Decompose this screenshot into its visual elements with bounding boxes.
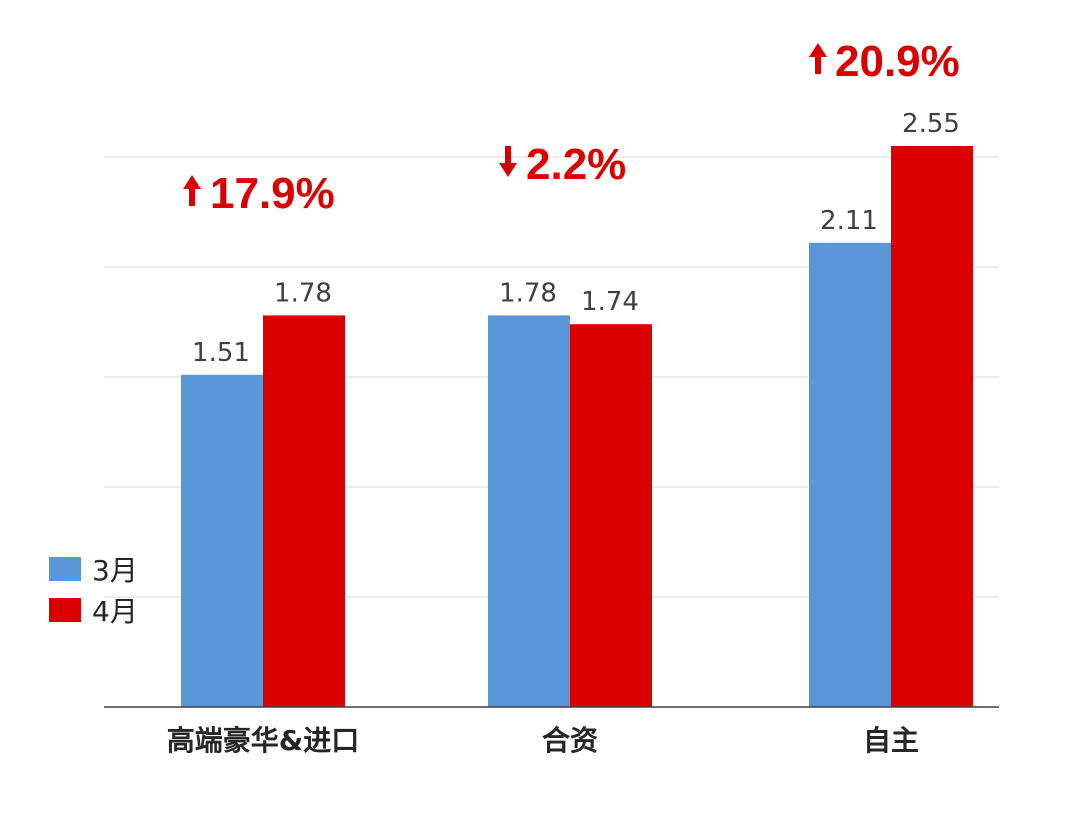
legend-swatch-3月 xyxy=(49,557,81,581)
value-labels: 1.51 1.78 2.11 1.78 1.74 2.55 xyxy=(192,109,960,368)
value-label: 1.74 xyxy=(581,287,639,317)
value-label: 1.51 xyxy=(192,338,250,368)
change-annotation: 2.2% xyxy=(499,140,626,189)
value-label: 1.78 xyxy=(274,278,332,308)
bar-4月-高端豪华&进口 xyxy=(263,315,345,707)
legend-swatch-4月 xyxy=(49,598,81,622)
change-annotation: 20.9% xyxy=(809,37,960,86)
arrow-down-icon xyxy=(499,146,517,177)
change-percent-label: 17.9% xyxy=(210,169,335,218)
category-label: 高端豪华&进口 xyxy=(167,724,359,757)
change-percent-label: 20.9% xyxy=(835,37,960,86)
arrow-up-icon xyxy=(183,175,201,206)
value-label: 1.78 xyxy=(499,278,557,308)
value-label: 2.11 xyxy=(820,206,878,236)
category-labels: 高端豪华&进口 合资 自主 xyxy=(167,724,919,757)
bar-3月-自主 xyxy=(809,242,891,708)
change-percent-label: 2.2% xyxy=(526,140,626,189)
arrow-up-icon xyxy=(809,43,827,74)
change-annotations: 17.9% 2.2% 20.9% xyxy=(183,37,960,218)
category-label: 自主 xyxy=(863,724,919,757)
value-label: 2.55 xyxy=(902,109,960,139)
legend-label-3月: 3月 xyxy=(92,554,138,587)
bar-4月-合资 xyxy=(570,324,652,707)
bar-4月-自主 xyxy=(891,146,973,707)
bar-3月-合资 xyxy=(488,315,570,707)
category-label: 合资 xyxy=(542,724,598,757)
change-annotation: 17.9% xyxy=(183,169,335,218)
legend-label-4月: 4月 xyxy=(92,595,138,628)
legend: 3月 4月 xyxy=(49,554,138,628)
bar-3月-高端豪华&进口 xyxy=(181,374,263,707)
bars xyxy=(181,146,973,708)
